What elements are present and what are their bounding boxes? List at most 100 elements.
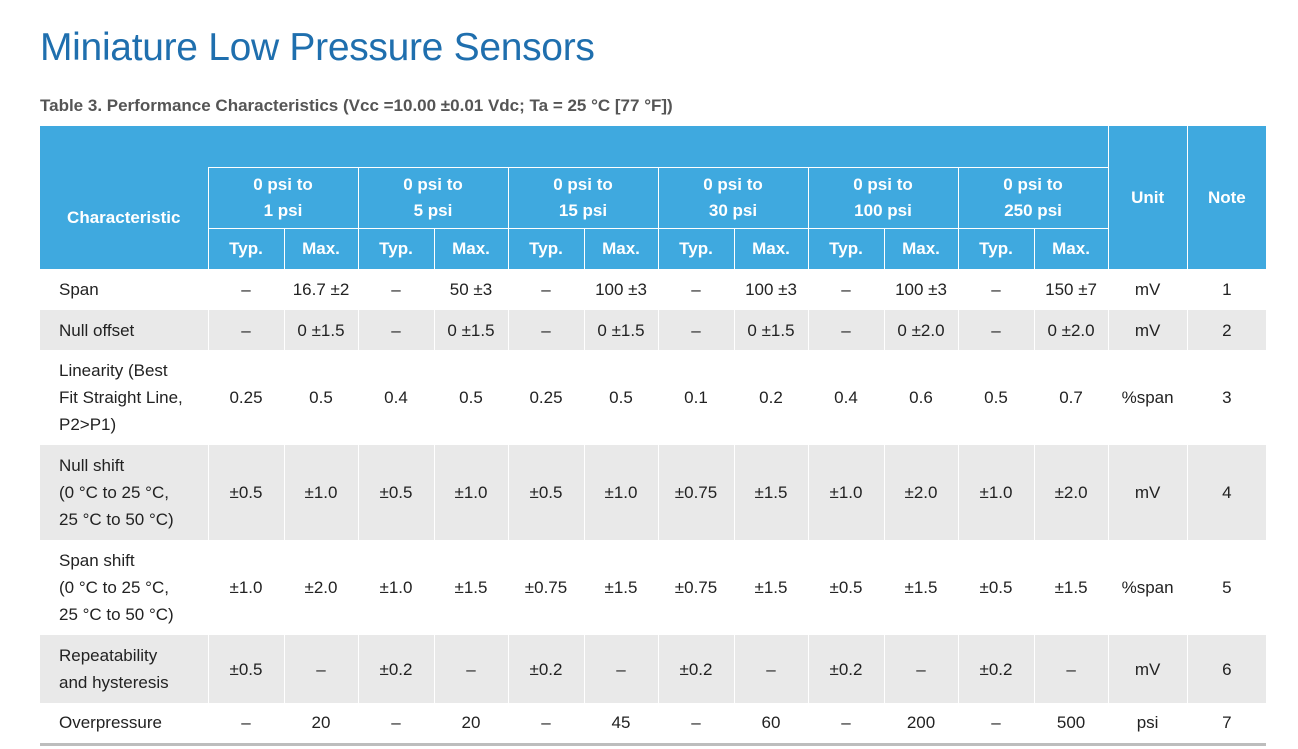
characteristic-cell: Null shift (0 °C to 25 °C, 25 °C to 50 °C) [40, 445, 208, 540]
typ-cell: – [207, 269, 284, 310]
header-range-line2: 30 psi [708, 201, 758, 220]
header-max-3: Max. [583, 228, 658, 269]
typ-cell: ±0.5 [207, 635, 284, 703]
typ-cell: – [207, 703, 284, 746]
max-cell: 100 ±3 [733, 269, 808, 310]
typ-cell: 0.25 [207, 350, 284, 445]
typ-cell: – [657, 703, 734, 746]
typ-cell: 0.1 [657, 350, 734, 445]
characteristic-line: Span [59, 280, 99, 299]
typ-cell: – [807, 703, 884, 746]
typ-cell: 0.25 [507, 350, 584, 445]
typ-cell: – [807, 310, 884, 350]
typ-cell: ±0.5 [807, 540, 884, 635]
max-cell: ±1.5 [733, 540, 808, 635]
typ-cell: – [657, 269, 734, 310]
characteristic-line: Span shift [59, 551, 135, 570]
header-range-line1: 0 psi to [553, 175, 613, 194]
typ-cell: – [507, 269, 584, 310]
header-range-line1: 0 psi to [703, 175, 763, 194]
typ-cell: – [357, 703, 434, 746]
header-range-1: 0 psi to 1 psi [207, 167, 358, 229]
performance-table: Unit Note Characteristic 0 psi to 1 psi 0 … [40, 126, 1267, 746]
max-cell: – [883, 635, 958, 703]
max-cell: ±2.0 [283, 540, 358, 635]
header-range-line2: 250 psi [1004, 201, 1062, 220]
header-typ-1: Typ. [207, 228, 284, 269]
unit-cell: %span [1107, 350, 1188, 445]
characteristic-line: 25 °C to 50 °C) [59, 510, 174, 529]
unit-cell: psi [1107, 703, 1188, 746]
header-typ-2: Typ. [357, 228, 434, 269]
unit-cell: mV [1107, 269, 1188, 310]
table-row: Linearity (Best Fit Straight Line, P2>P1) 0… [40, 350, 1267, 445]
max-cell: ±1.0 [583, 445, 658, 540]
max-cell: ±1.5 [433, 540, 508, 635]
table-row: Span shift (0 °C to 25 °C, 25 °C to 50 °C)… [40, 540, 1267, 635]
header-range-line1: 0 psi to [253, 175, 313, 194]
typ-cell: ±0.2 [807, 635, 884, 703]
typ-cell: 0.4 [357, 350, 434, 445]
table-row: Span –16.7 ±2–50 ±3–100 ±3–100 ±3–100 ±3–… [40, 269, 1267, 310]
max-cell: 50 ±3 [433, 269, 508, 310]
typ-cell: – [507, 310, 584, 350]
characteristic-line: and hysteresis [59, 673, 169, 692]
typ-cell: ±0.5 [957, 540, 1034, 635]
typ-cell: – [357, 269, 434, 310]
header-typ-3: Typ. [507, 228, 584, 269]
characteristic-line: Null shift [59, 456, 125, 475]
max-cell: ±2.0 [1033, 445, 1109, 540]
characteristic-line: Linearity (Best [59, 361, 168, 380]
typ-cell: – [207, 310, 284, 350]
max-cell: 0.5 [583, 350, 658, 445]
characteristic-cell: Linearity (Best Fit Straight Line, P2>P1) [40, 350, 208, 445]
header-max-1: Max. [283, 228, 358, 269]
typ-cell: ±0.2 [357, 635, 434, 703]
max-cell: ±1.0 [283, 445, 358, 540]
characteristic-line: Fit Straight Line, [59, 388, 183, 407]
header-range-line2: 100 psi [854, 201, 912, 220]
header-range-4: 0 psi to 30 psi [657, 167, 808, 229]
max-cell: 0 ±2.0 [1033, 310, 1109, 350]
typ-cell: ±0.75 [507, 540, 584, 635]
header-typ-4: Typ. [657, 228, 734, 269]
unit-cell: mV [1107, 635, 1188, 703]
typ-cell: – [357, 310, 434, 350]
typ-cell: ±1.0 [357, 540, 434, 635]
unit-cell: %span [1107, 540, 1188, 635]
typ-cell: 0.5 [957, 350, 1034, 445]
note-cell: 6 [1186, 635, 1267, 703]
max-cell: ±1.5 [583, 540, 658, 635]
max-cell: ±1.5 [883, 540, 958, 635]
header-unit: Unit [1107, 126, 1188, 269]
max-cell: 0.7 [1033, 350, 1109, 445]
typ-cell: 0.4 [807, 350, 884, 445]
header-range-6: 0 psi to 250 psi [957, 167, 1109, 229]
max-cell: ±1.0 [433, 445, 508, 540]
header-typ-5: Typ. [807, 228, 884, 269]
typ-cell: – [807, 269, 884, 310]
note-cell: 1 [1186, 269, 1267, 310]
max-cell: 60 [733, 703, 808, 746]
typ-cell: ±0.75 [657, 540, 734, 635]
header-range-line2: 15 psi [558, 201, 608, 220]
max-cell: 20 [433, 703, 508, 746]
note-cell: 4 [1186, 445, 1267, 540]
max-cell: 0 ±2.0 [883, 310, 958, 350]
characteristic-line: Overpressure [59, 713, 162, 733]
typ-cell: ±0.2 [957, 635, 1034, 703]
header-range-5: 0 psi to 100 psi [807, 167, 958, 229]
header-max-5: Max. [883, 228, 958, 269]
max-cell: 150 ±7 [1033, 269, 1109, 310]
typ-cell: ±0.75 [657, 445, 734, 540]
characteristic-line: Repeatability [59, 646, 158, 665]
characteristic-line: (0 °C to 25 °C, [59, 578, 169, 597]
max-cell: 0.5 [433, 350, 508, 445]
header-spacer [40, 126, 1109, 168]
max-cell: ±1.5 [1033, 540, 1109, 635]
typ-cell: – [957, 703, 1034, 746]
max-cell: 16.7 ±2 [283, 269, 358, 310]
table-row: Repeatability and hysteresis ±0.5– ±0.2– ±0.… [40, 635, 1267, 703]
typ-cell: – [957, 310, 1034, 350]
header-range-3: 0 psi to 15 psi [507, 167, 658, 229]
